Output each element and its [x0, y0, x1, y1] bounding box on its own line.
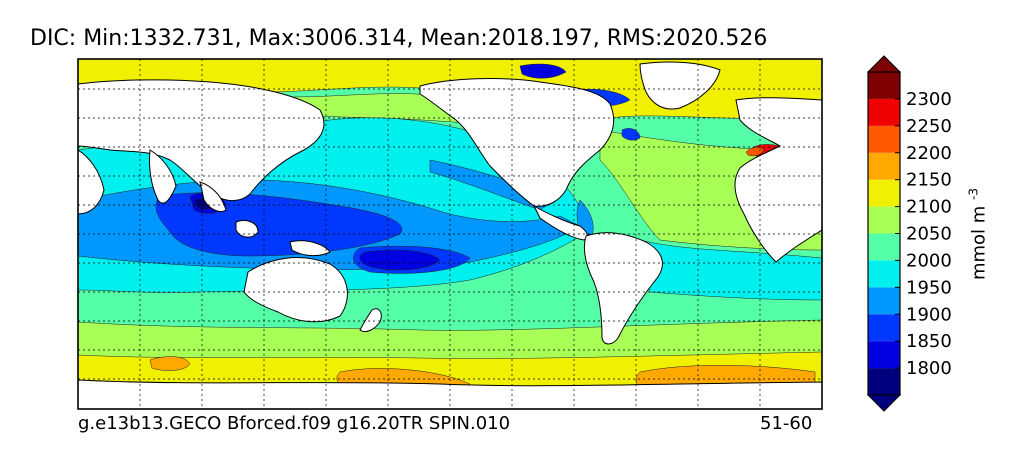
band-1850-1900-patch	[359, 249, 441, 271]
band-1900-1950-labrador	[621, 128, 641, 141]
band-1850-1900-arctic	[519, 63, 567, 79]
run-label: g.e13b13.GECO Bforced.f09 g16.20TR SPIN.…	[78, 413, 511, 434]
units-text: mmol m	[968, 205, 990, 281]
colorbar-segment-1900-1950	[868, 287, 900, 315]
land-south-america	[583, 232, 663, 345]
colorbar-segment-2300-2350	[868, 72, 900, 99]
colorbar-tick-label-1850: 1850	[906, 331, 952, 352]
map-frame	[77, 58, 823, 410]
colorbar-tick-label-2000: 2000	[906, 250, 952, 271]
colorbar-segment-1950-2000	[868, 260, 900, 288]
map-plot-area	[78, 59, 822, 409]
land-arabia-africa-west	[78, 149, 105, 215]
units-exponent: -3	[966, 187, 981, 200]
colorbar-tick-label-1900: 1900	[906, 304, 952, 325]
land-new-guinea	[289, 240, 331, 257]
band-2150-2200-s-indian	[149, 356, 191, 371]
colorbar-tick-label-2250: 2250	[906, 116, 952, 137]
chart-title: DIC: Min:1332.731, Max:3006.314, Mean:20…	[30, 26, 768, 51]
colorbar-segment-1800-1850	[868, 341, 900, 369]
colorbar-units-label: mmol m -3	[967, 188, 990, 280]
colorbar-tick-label-2200: 2200	[906, 143, 952, 164]
land-se-asia	[199, 181, 227, 213]
band-2200-2250-mediterranean	[745, 147, 765, 157]
colorbar-segment-2200-2250	[868, 125, 900, 153]
colorbar-extend-max	[866, 55, 902, 73]
colorbar-tick-label-2050: 2050	[906, 224, 952, 245]
colorbar-extend-min	[866, 394, 902, 412]
colorbar-segment-2150-2200	[868, 152, 900, 180]
colorbar-segment-1750-1800	[868, 368, 900, 395]
land-india	[149, 149, 177, 204]
land-australia	[243, 257, 348, 323]
colorbar-segment-2000-2050	[868, 233, 900, 261]
colorbar-segment-2250-2300	[868, 98, 900, 126]
colorbar-tick-label-2100: 2100	[906, 197, 952, 218]
colorbar: 1800 1850 1900 1950 2000 2050 2100 2150 2200 2250…	[866, 55, 952, 412]
colorbar-tick-label-1950: 1950	[906, 277, 952, 298]
colorbar-tick-label-2300: 2300	[906, 89, 952, 110]
colorbar-segment-2050-2100	[868, 206, 900, 234]
colorbar-segment-2100-2150	[868, 179, 900, 207]
land-north-america	[419, 78, 615, 207]
land-greenland	[639, 61, 721, 110]
land-asia	[78, 79, 325, 202]
colorbar-tick-label-2150: 2150	[906, 170, 952, 191]
land-new-zealand	[359, 308, 382, 333]
colorbar-segment-1850-1900	[868, 314, 900, 342]
colorbar-tick-label-1800: 1800	[906, 358, 952, 379]
period-label: 51-60	[760, 413, 813, 434]
land-europe-africa	[734, 97, 822, 263]
map-gridlines	[78, 59, 822, 409]
